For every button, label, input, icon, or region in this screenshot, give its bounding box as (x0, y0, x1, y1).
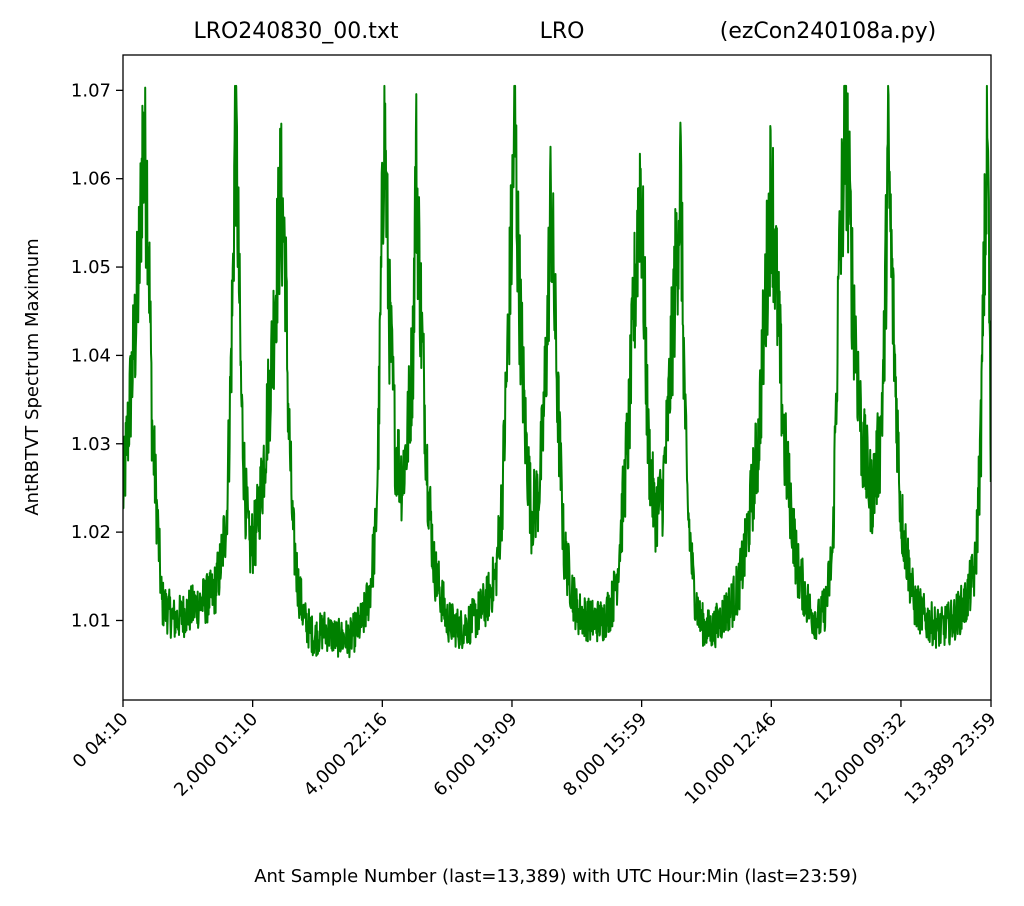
y-tick-label: 1.02 (71, 522, 111, 543)
plot-frame (122, 54, 992, 701)
title-center: LRO (540, 19, 585, 44)
y-tick-label: 1.03 (71, 434, 111, 455)
title-left: LRO240830_00.txt (193, 19, 398, 44)
y-tick-label: 1.06 (71, 169, 111, 190)
y-tick-label: 1.07 (71, 80, 111, 101)
y-axis-label: AntRBTVT Spectrum Maximum (22, 238, 43, 515)
y-tick-label: 1.01 (71, 610, 111, 631)
y-tick-label: 1.04 (71, 345, 111, 366)
title-right: (ezCon240108a.py) (720, 19, 936, 44)
x-axis-label: Ant Sample Number (last=13,389) with UTC… (254, 866, 858, 887)
series-line (123, 84, 991, 659)
y-tick-label: 1.05 (71, 257, 111, 278)
